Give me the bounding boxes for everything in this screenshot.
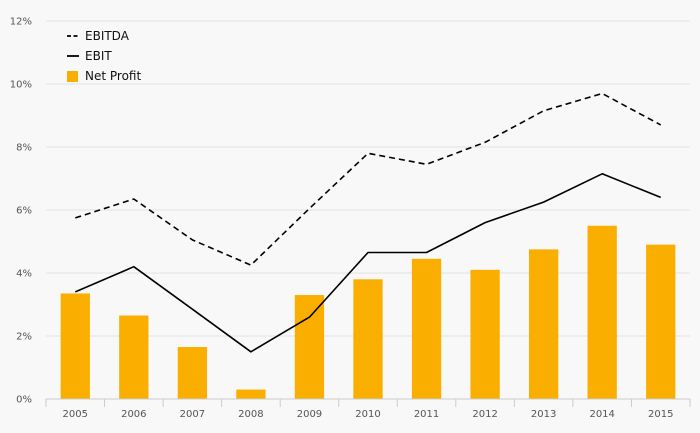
legend-swatch-net-profit: [67, 71, 78, 82]
x-tick-label-2009: 2009: [297, 409, 322, 420]
bar-net-profit-2010: [353, 279, 383, 399]
legend-label-ebitda: EBITDA: [85, 29, 130, 43]
x-tick-label-2013: 2013: [531, 409, 556, 420]
axes: 0% 2% 4% 6% 8% 10% 12% 2005 2006 2007 2008 2009 2010…: [10, 17, 691, 420]
bar-net-profit-2012: [470, 269, 500, 399]
line-ebit: [74, 173, 661, 353]
x-tick-label-2012: 2012: [472, 409, 497, 420]
legend-label-net-profit: Net Profit: [85, 69, 141, 83]
x-tick-label-2011: 2011: [414, 409, 439, 420]
x-tick-label-2005: 2005: [63, 409, 88, 420]
net-profit-bars: [60, 225, 676, 399]
x-tick-label-2015: 2015: [648, 409, 673, 420]
bar-net-profit-2008: [236, 389, 266, 399]
bar-net-profit-2009: [294, 295, 325, 399]
legend: EBITDA EBIT Net Profit: [67, 29, 141, 83]
x-tick-label-2006: 2006: [121, 409, 146, 420]
y-tick-label: 8%: [16, 143, 32, 154]
gridlines: [46, 20, 690, 337]
bar-net-profit-2013: [529, 249, 559, 399]
bar-net-profit-2005: [60, 293, 90, 399]
bar-net-profit-2015: [646, 244, 676, 399]
legend-label-ebit: EBIT: [85, 49, 112, 63]
y-tick-label: 12%: [10, 17, 32, 28]
bar-net-profit-2014: [587, 225, 617, 399]
x-tick-label-2010: 2010: [355, 409, 380, 420]
line-series: [74, 92, 662, 353]
y-tick-label: 2%: [16, 332, 32, 343]
y-tick-label: 4%: [16, 269, 32, 280]
y-tick-label: 0%: [16, 395, 32, 406]
line-ebitda: [75, 92, 662, 266]
x-tick-label-2007: 2007: [180, 409, 205, 420]
x-tick-label-2008: 2008: [238, 409, 263, 420]
bar-net-profit-2007: [177, 347, 207, 399]
y-tick-label: 10%: [10, 80, 32, 91]
bar-net-profit-2006: [119, 315, 149, 399]
bar-net-profit-2011: [411, 258, 442, 399]
x-tick-label-2014: 2014: [589, 409, 614, 420]
y-tick-label: 6%: [16, 206, 32, 217]
